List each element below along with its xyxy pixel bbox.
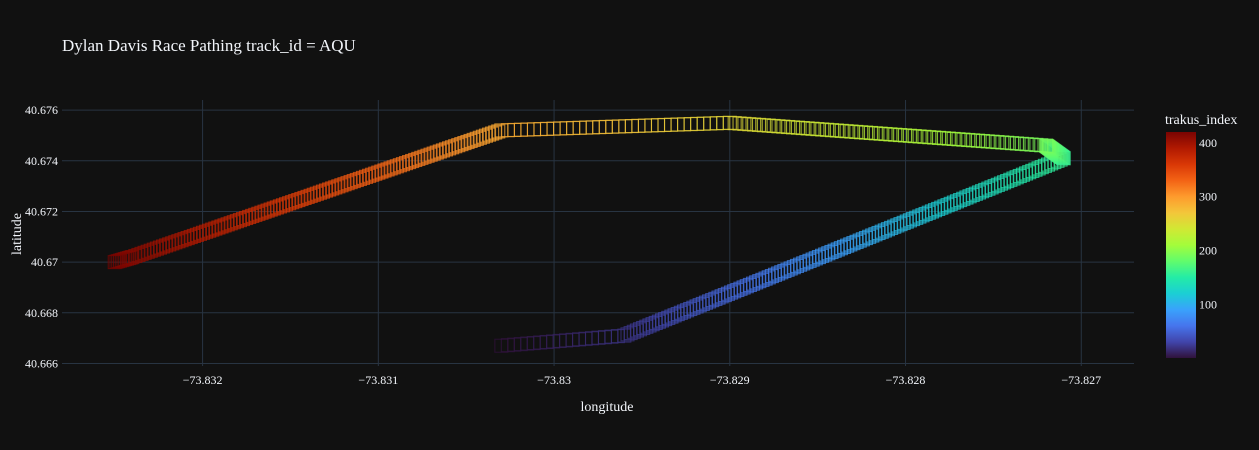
y-tick-label: 40.676	[25, 103, 58, 117]
y-axis-ticks: 40.666 40.668 40.67 40.672 40.674 40.676	[25, 103, 58, 370]
y-tick-label: 40.672	[25, 204, 58, 218]
x-tick-label: −73.827	[1061, 373, 1101, 387]
colorbar-ticks: 100 200 300 400	[1199, 136, 1217, 312]
x-axis-ticks: −73.832 −73.831 −73.83 −73.829 −73.828 −73.82…	[183, 373, 1101, 387]
colorbar	[1166, 132, 1196, 358]
x-tick-label: −73.828	[886, 373, 926, 387]
chart-title: Dylan Davis Race Pathing track_id = AQU	[62, 36, 356, 55]
path-marker	[107, 255, 122, 270]
y-tick-label: 40.67	[31, 255, 58, 269]
x-tick-label: −73.83	[537, 373, 571, 387]
data-markers	[107, 115, 1071, 353]
x-tick-label: −73.832	[183, 373, 223, 387]
x-axis-title: longitude	[581, 400, 634, 415]
colorbar-tick-label: 200	[1199, 244, 1217, 258]
x-tick-label: −73.829	[710, 373, 750, 387]
grid-lines	[62, 100, 1134, 366]
colorbar-tick-label: 100	[1199, 298, 1217, 312]
y-tick-label: 40.666	[25, 356, 58, 370]
colorbar-title: trakus_index	[1165, 113, 1237, 128]
colorbar-tick-label: 300	[1199, 190, 1217, 204]
x-tick-label: −73.831	[358, 373, 398, 387]
y-tick-label: 40.674	[25, 154, 58, 168]
y-tick-label: 40.668	[25, 306, 58, 320]
y-axis-title: latitude	[10, 213, 25, 255]
colorbar-tick-label: 400	[1199, 136, 1217, 150]
